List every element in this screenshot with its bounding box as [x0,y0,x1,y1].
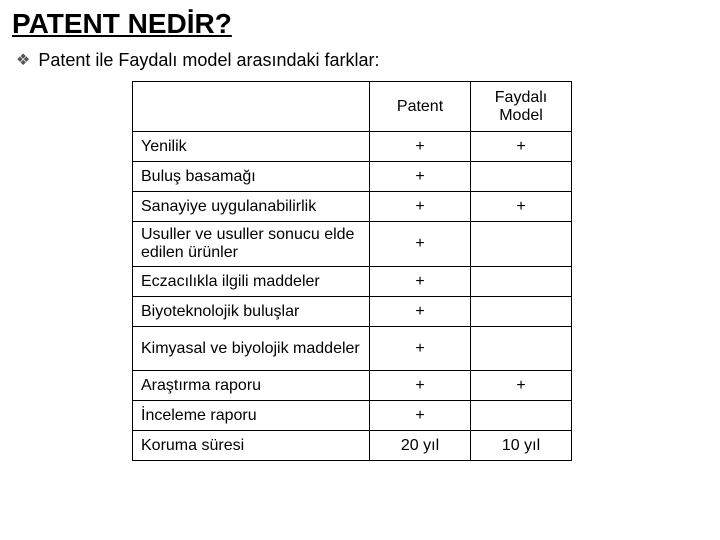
row-label: Biyoteknolojik buluşlar [133,297,370,327]
table-container: Patent Faydalı Model Yenilik + + Buluş b… [12,81,708,461]
row-label: Koruma süresi [133,431,370,461]
row-label: Yenilik [133,132,370,162]
table-header-row: Patent Faydalı Model [133,82,572,132]
comparison-table: Patent Faydalı Model Yenilik + + Buluş b… [132,81,572,461]
table-row: Buluş basamağı + [133,162,572,192]
table-row: Eczacılıkla ilgili maddeler + [133,267,572,297]
row-faydali: + [471,371,572,401]
table-row: Araştırma raporu + + [133,371,572,401]
table-row: İnceleme raporu + [133,401,572,431]
row-faydali: + [471,192,572,222]
row-label: Araştırma raporu [133,371,370,401]
diamond-bullet-icon: ❖ [16,53,30,69]
row-label: Usuller ve usuller sonucu elde edilen ür… [133,222,370,267]
row-faydali [471,297,572,327]
row-faydali [471,401,572,431]
row-patent: + [370,327,471,371]
row-faydali: 10 yıl [471,431,572,461]
row-patent: + [370,401,471,431]
row-patent: + [370,371,471,401]
row-faydali: + [471,132,572,162]
row-patent: 20 yıl [370,431,471,461]
row-label: Sanayiye uygulanabilirlik [133,192,370,222]
table-row: Biyoteknolojik buluşlar + [133,297,572,327]
row-patent: + [370,132,471,162]
page-title: PATENT NEDİR? [12,8,708,40]
table-row: Kimyasal ve biyolojik maddeler + [133,327,572,371]
table-row: Usuller ve usuller sonucu elde edilen ür… [133,222,572,267]
table-row: Yenilik + + [133,132,572,162]
table-row: Sanayiye uygulanabilirlik + + [133,192,572,222]
row-faydali [471,222,572,267]
header-patent: Patent [370,82,471,132]
row-label: İnceleme raporu [133,401,370,431]
row-patent: + [370,267,471,297]
header-criteria [133,82,370,132]
row-faydali [471,267,572,297]
table-row: Koruma süresi 20 yıl 10 yıl [133,431,572,461]
row-patent: + [370,297,471,327]
row-label: Buluş basamağı [133,162,370,192]
row-label: Kimyasal ve biyolojik maddeler [133,327,370,371]
subtitle-row: ❖ Patent ile Faydalı model arasındaki fa… [12,50,708,71]
row-faydali [471,327,572,371]
subtitle-text: Patent ile Faydalı model arasındaki fark… [38,50,379,71]
row-faydali [471,162,572,192]
row-patent: + [370,192,471,222]
header-faydali: Faydalı Model [471,82,572,132]
row-patent: + [370,222,471,267]
row-patent: + [370,162,471,192]
row-label: Eczacılıkla ilgili maddeler [133,267,370,297]
